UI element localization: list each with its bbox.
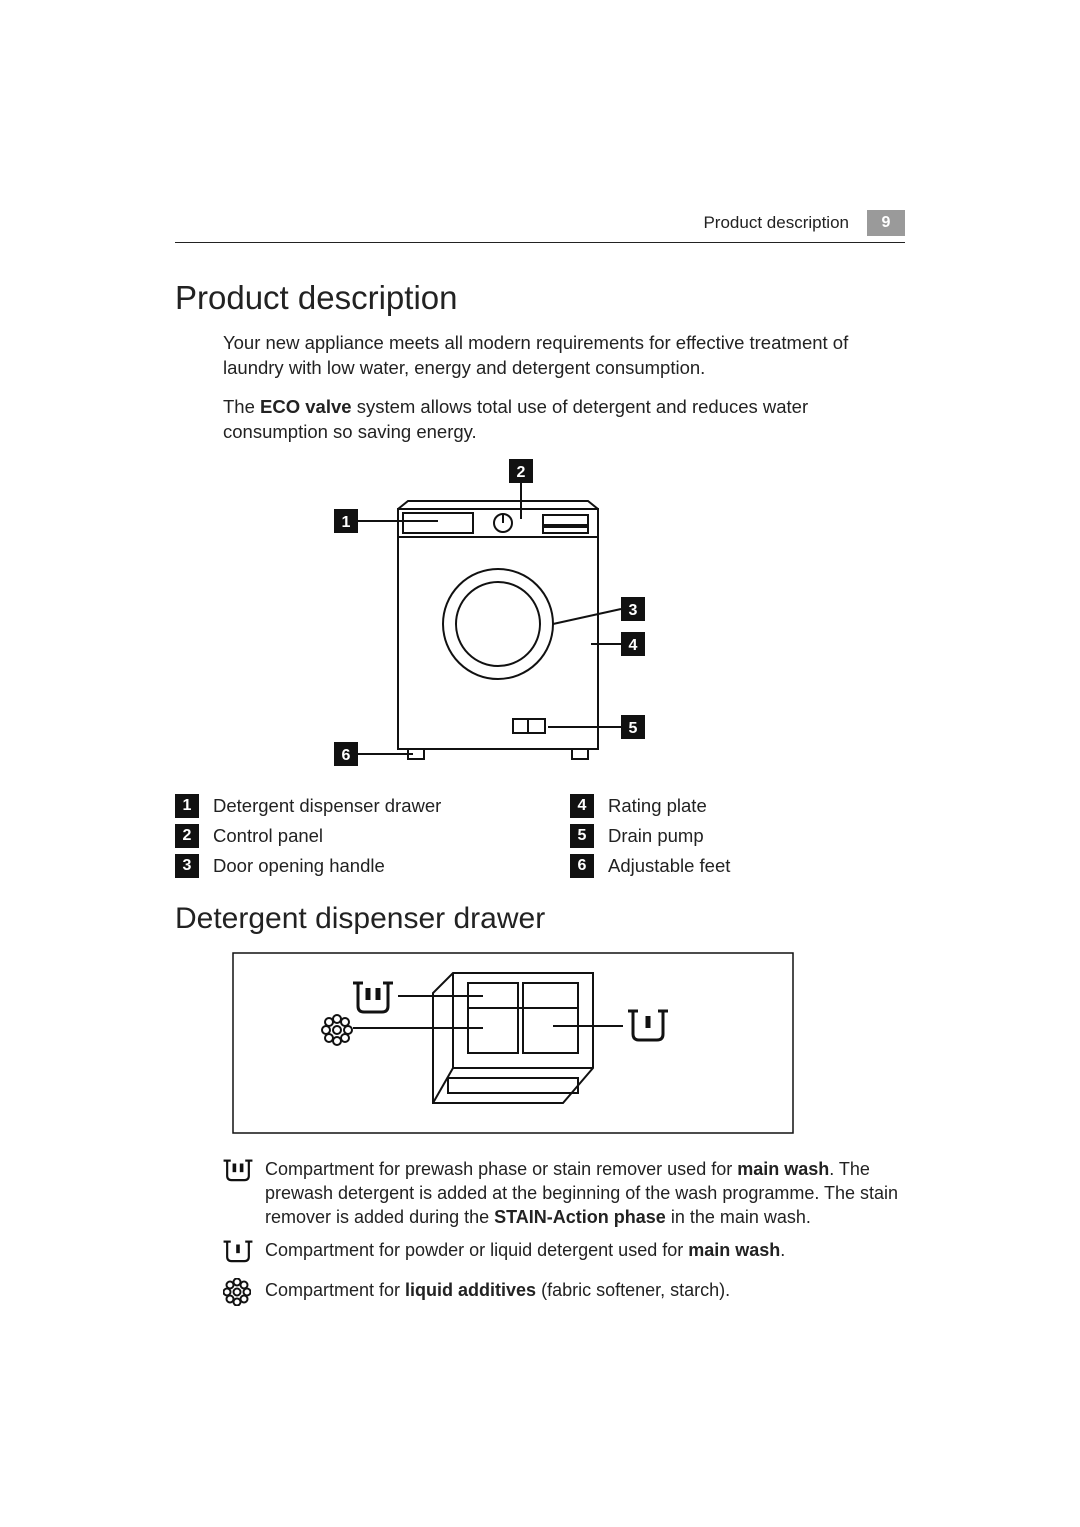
flower-icon bbox=[223, 1278, 253, 1312]
appliance-diagram: 1 2 3 4 5 6 bbox=[223, 459, 905, 784]
legend-number-badge: 5 bbox=[570, 824, 594, 848]
callout-3: 3 bbox=[629, 602, 638, 619]
compartment-text: Compartment for liquid additives (fabric… bbox=[265, 1278, 905, 1312]
legend-number-badge: 4 bbox=[570, 794, 594, 818]
legend-number-badge: 6 bbox=[570, 854, 594, 878]
legend-item: 1 Detergent dispenser drawer bbox=[175, 794, 510, 818]
section-title-dispenser-drawer: Detergent dispenser drawer bbox=[175, 902, 905, 936]
callout-6: 6 bbox=[342, 747, 351, 764]
header-section-label: Product description bbox=[703, 213, 849, 233]
legend-item: 3 Door opening handle bbox=[175, 854, 510, 878]
prewash-icon bbox=[223, 1157, 253, 1230]
legend-label: Drain pump bbox=[608, 825, 704, 847]
callout-4: 4 bbox=[629, 637, 638, 654]
compartment-item: Compartment for prewash phase or stain r… bbox=[223, 1157, 905, 1230]
intro-paragraph-1: Your new appliance meets all modern requ… bbox=[223, 331, 905, 381]
diagram-legend: 1 Detergent dispenser drawer 2 Control pane… bbox=[175, 794, 905, 884]
legend-label: Adjustable feet bbox=[608, 855, 730, 877]
section-title-product-description: Product description bbox=[175, 279, 905, 317]
page-header: Product description 9 bbox=[175, 210, 905, 243]
legend-number-badge: 2 bbox=[175, 824, 199, 848]
mainwash-icon bbox=[223, 1238, 253, 1270]
compartment-text: Compartment for powder or liquid deterge… bbox=[265, 1238, 905, 1270]
compartment-descriptions: Compartment for prewash phase or stain r… bbox=[223, 1157, 905, 1312]
callout-1: 1 bbox=[342, 514, 351, 531]
dispenser-drawer-diagram bbox=[223, 948, 905, 1143]
legend-number-badge: 1 bbox=[175, 794, 199, 818]
compartment-text: Compartment for prewash phase or stain r… bbox=[265, 1157, 905, 1230]
callout-5: 5 bbox=[629, 720, 638, 737]
legend-label: Door opening handle bbox=[213, 855, 385, 877]
legend-item: 6 Adjustable feet bbox=[570, 854, 905, 878]
legend-label: Detergent dispenser drawer bbox=[213, 795, 441, 817]
page-number-badge: 9 bbox=[867, 210, 905, 236]
legend-item: 2 Control panel bbox=[175, 824, 510, 848]
legend-number-badge: 3 bbox=[175, 854, 199, 878]
intro-paragraph-2: The ECO valve system allows total use of… bbox=[223, 395, 905, 445]
legend-item: 5 Drain pump bbox=[570, 824, 905, 848]
callout-2: 2 bbox=[517, 464, 526, 481]
legend-label: Control panel bbox=[213, 825, 323, 847]
legend-label: Rating plate bbox=[608, 795, 707, 817]
legend-item: 4 Rating plate bbox=[570, 794, 905, 818]
compartment-item: Compartment for liquid additives (fabric… bbox=[223, 1278, 905, 1312]
compartment-item: Compartment for powder or liquid deterge… bbox=[223, 1238, 905, 1270]
